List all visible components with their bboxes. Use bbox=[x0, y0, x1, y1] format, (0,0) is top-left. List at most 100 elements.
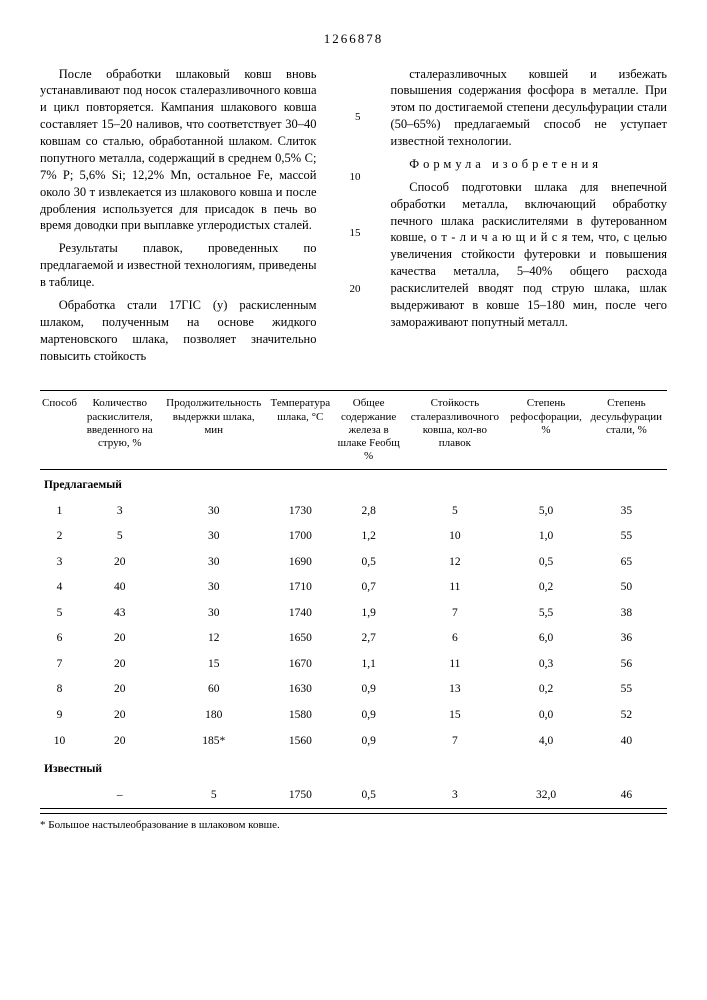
table-cell: 60 bbox=[161, 677, 267, 703]
table-cell: 1,9 bbox=[334, 601, 404, 627]
left-column: После обработки шлаковый ковш вновь уста… bbox=[40, 66, 317, 371]
table-cell: 10 bbox=[404, 524, 507, 550]
table-cell: 7 bbox=[404, 601, 507, 627]
line-marker: 20 bbox=[350, 282, 361, 297]
table-cell: 12 bbox=[161, 626, 267, 652]
table-cell: 0,9 bbox=[334, 729, 404, 755]
table-cell: 5 bbox=[40, 601, 79, 627]
table-cell: 5,0 bbox=[506, 499, 586, 525]
table-cell: 6 bbox=[404, 626, 507, 652]
table-cell: 0,3 bbox=[506, 652, 586, 678]
table-cell: 20 bbox=[79, 550, 161, 576]
table-cell: 36 bbox=[586, 626, 667, 652]
table-cell: 30 bbox=[161, 524, 267, 550]
table-cell: 1 bbox=[40, 499, 79, 525]
table-cell: 12 bbox=[404, 550, 507, 576]
table-cell: 7 bbox=[40, 652, 79, 678]
text-columns: После обработки шлаковый ковш вновь уста… bbox=[40, 66, 667, 371]
table-cell: 4,0 bbox=[506, 729, 586, 755]
table-cell: 40 bbox=[79, 575, 161, 601]
formula-heading: Формула изобретения bbox=[391, 156, 668, 173]
table-cell: 30 bbox=[161, 550, 267, 576]
col-header: Количество раскислителя, введенного на с… bbox=[79, 391, 161, 470]
table-cell: 20 bbox=[79, 626, 161, 652]
table-cell: 13 bbox=[404, 677, 507, 703]
table-cell: 4 bbox=[40, 575, 79, 601]
paragraph: Результаты плавок, проведенных по предла… bbox=[40, 240, 317, 291]
table-cell: 6,0 bbox=[506, 626, 586, 652]
table-cell: 15 bbox=[161, 652, 267, 678]
col-header: Степень десульфурации стали, % bbox=[586, 391, 667, 470]
col-header: Температура шлака, °С bbox=[267, 391, 334, 470]
table-cell: 1650 bbox=[267, 626, 334, 652]
table-cell: 38 bbox=[586, 601, 667, 627]
paragraph: сталеразливочных ковшей и избежать повыш… bbox=[391, 66, 668, 150]
table-cell: 35 bbox=[586, 499, 667, 525]
table-cell: 20 bbox=[79, 703, 161, 729]
table-cell: 10 bbox=[40, 729, 79, 755]
table-cell: 43 bbox=[79, 601, 161, 627]
table-cell: 1580 bbox=[267, 703, 334, 729]
table-cell: 5 bbox=[161, 783, 267, 809]
table-cell: 1730 bbox=[267, 499, 334, 525]
table-cell: 15 bbox=[404, 703, 507, 729]
table-cell: 56 bbox=[586, 652, 667, 678]
paragraph: Обработка стали 17ГІС (у) раскисленным ш… bbox=[40, 297, 317, 365]
table-cell: 0,5 bbox=[334, 550, 404, 576]
table-cell: 5 bbox=[404, 499, 507, 525]
table-cell: 20 bbox=[79, 677, 161, 703]
col-header: Степень рефосфорации, % bbox=[506, 391, 586, 470]
table-cell: 1710 bbox=[267, 575, 334, 601]
table-cell: 0,9 bbox=[334, 677, 404, 703]
table-cell: 32,0 bbox=[506, 783, 586, 809]
table-cell: 3 bbox=[79, 499, 161, 525]
table-cell: 30 bbox=[161, 601, 267, 627]
table-cell: 40 bbox=[586, 729, 667, 755]
table-cell: 5,5 bbox=[506, 601, 586, 627]
table-cell: 1750 bbox=[267, 783, 334, 809]
table-cell: 1,0 bbox=[506, 524, 586, 550]
table-cell: 3 bbox=[404, 783, 507, 809]
table-cell: 185* bbox=[161, 729, 267, 755]
table-cell: 7 bbox=[404, 729, 507, 755]
col-header: Стойкость сталеразливочного ковша, кол-в… bbox=[404, 391, 507, 470]
table-cell: 1,2 bbox=[334, 524, 404, 550]
table-cell: – bbox=[79, 783, 161, 809]
line-number-gutter: 5 10 15 20 bbox=[347, 66, 361, 371]
table-cell: 2 bbox=[40, 524, 79, 550]
col-header: Продолжительность выдержки шлака, мин bbox=[161, 391, 267, 470]
table-cell: 20 bbox=[79, 729, 161, 755]
table-cell: 1740 bbox=[267, 601, 334, 627]
table-cell: 30 bbox=[161, 499, 267, 525]
line-marker: 15 bbox=[350, 226, 361, 241]
table-cell: 0,9 bbox=[334, 703, 404, 729]
table-cell: 2,7 bbox=[334, 626, 404, 652]
col-header: Способ bbox=[40, 391, 79, 470]
table-cell: 5 bbox=[79, 524, 161, 550]
paragraph: После обработки шлаковый ковш вновь уста… bbox=[40, 66, 317, 235]
line-marker: 10 bbox=[350, 170, 361, 185]
table-cell: 0,7 bbox=[334, 575, 404, 601]
table-cell: 1,1 bbox=[334, 652, 404, 678]
col-header: Общее содержание железа в шлаке Feобщ % bbox=[334, 391, 404, 470]
row-group-label: Известный bbox=[40, 754, 667, 783]
table-cell: 6 bbox=[40, 626, 79, 652]
right-column: сталеразливочных ковшей и избежать повыш… bbox=[391, 66, 668, 371]
row-group-label: Предлагаемый bbox=[40, 470, 667, 499]
table-cell: 55 bbox=[586, 524, 667, 550]
table-cell: 30 bbox=[161, 575, 267, 601]
table-cell: 50 bbox=[586, 575, 667, 601]
table-cell: 1630 bbox=[267, 677, 334, 703]
table-cell: 65 bbox=[586, 550, 667, 576]
table-cell: 3 bbox=[40, 550, 79, 576]
table-cell: 180 bbox=[161, 703, 267, 729]
table-cell: 1560 bbox=[267, 729, 334, 755]
table-cell: 9 bbox=[40, 703, 79, 729]
data-table: Способ Количество раскислителя, введенно… bbox=[40, 390, 667, 809]
table-cell: 8 bbox=[40, 677, 79, 703]
table-cell: 55 bbox=[586, 677, 667, 703]
table-cell: 0,0 bbox=[506, 703, 586, 729]
table-cell: 0,2 bbox=[506, 677, 586, 703]
table-cell: 1690 bbox=[267, 550, 334, 576]
table-cell: 20 bbox=[79, 652, 161, 678]
